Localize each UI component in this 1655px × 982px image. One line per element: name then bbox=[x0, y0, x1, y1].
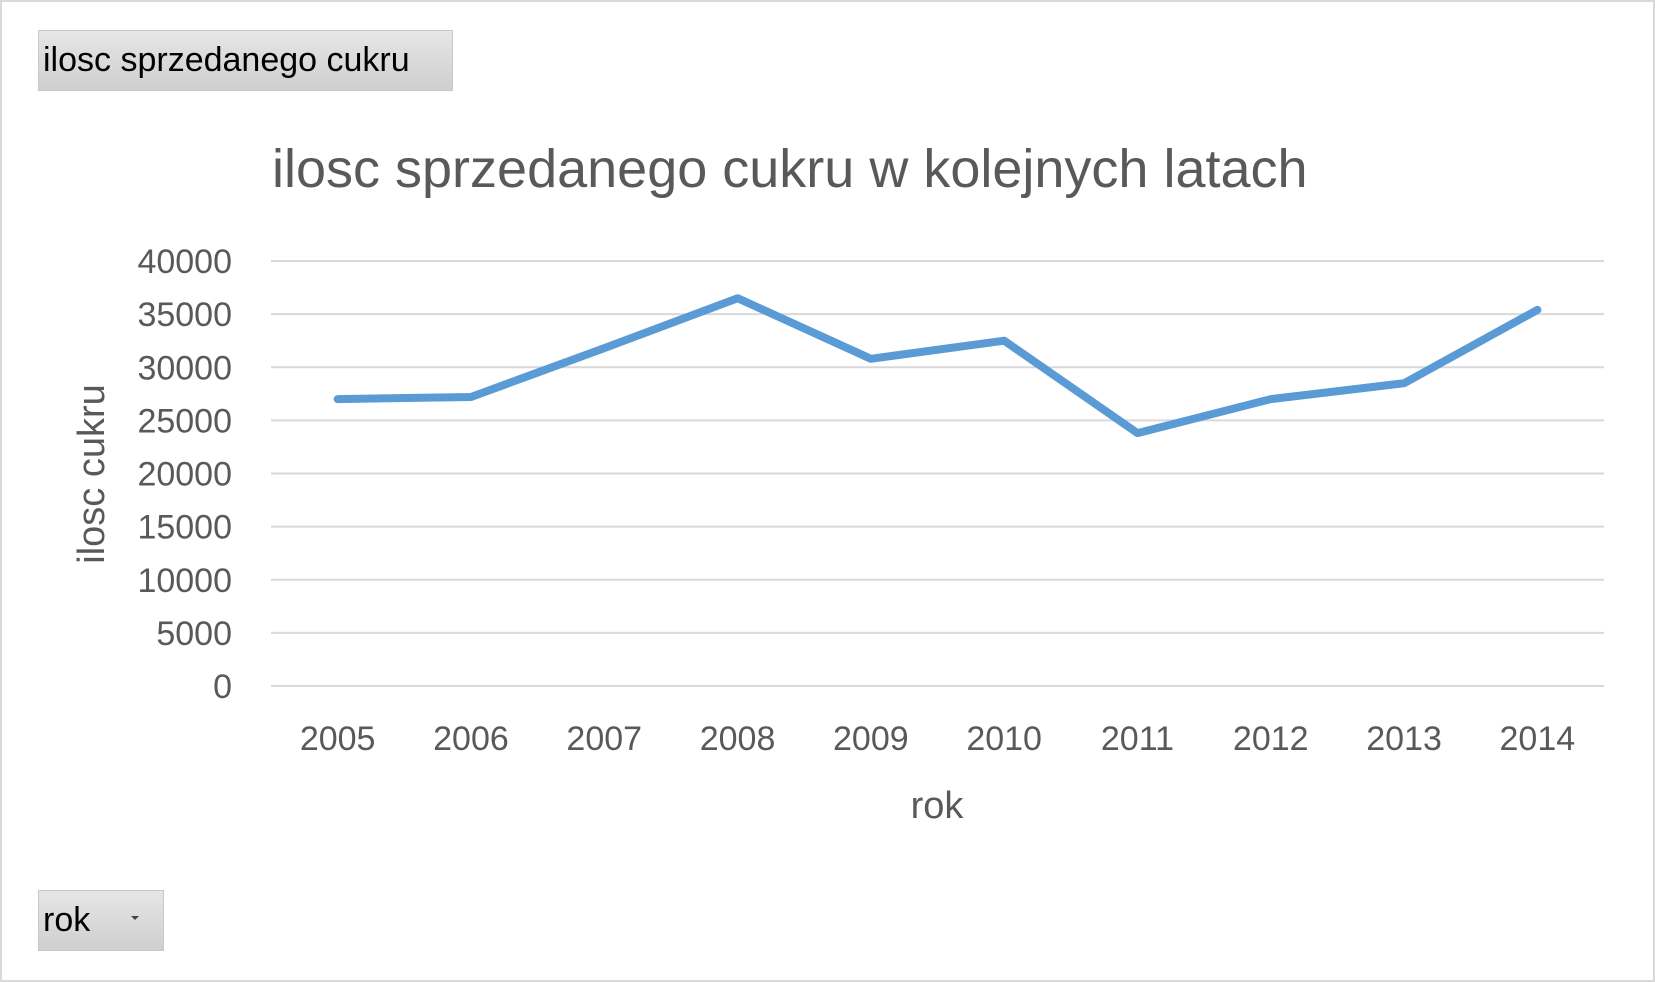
y-tick-label: 15000 bbox=[137, 509, 232, 547]
x-tick-label: 2014 bbox=[1500, 720, 1576, 758]
value-field-label: ilosc sprzedanego cukru bbox=[43, 41, 410, 79]
data-point bbox=[336, 398, 339, 401]
x-axis-title: rok bbox=[911, 785, 965, 827]
x-tick-labels: 2005 2006 2007 2008 2009 2010 2011 2012 2013 2014 bbox=[300, 720, 1575, 758]
series-line bbox=[333, 294, 1542, 438]
series-layer bbox=[333, 294, 1542, 438]
data-point bbox=[869, 357, 872, 360]
y-tick-label: 0 bbox=[213, 668, 232, 706]
y-tick-label: 40000 bbox=[137, 243, 232, 281]
y-tick-label: 5000 bbox=[156, 615, 232, 653]
x-tick-label: 2012 bbox=[1233, 720, 1309, 758]
chart-title: ilosc sprzedanego cukru w kolejnych lata… bbox=[272, 139, 1308, 199]
value-field-button[interactable]: ilosc sprzedanego cukru bbox=[38, 30, 453, 91]
x-tick-label: 2010 bbox=[966, 720, 1042, 758]
data-point bbox=[469, 396, 472, 398]
data-point bbox=[736, 297, 739, 300]
y-axis-title: ilosc cukru bbox=[71, 384, 113, 564]
data-point bbox=[1403, 382, 1406, 385]
data-point bbox=[1136, 432, 1139, 435]
x-tick-label: 2013 bbox=[1366, 720, 1442, 758]
y-tick-label: 10000 bbox=[137, 562, 232, 600]
axis-field-button[interactable]: rok bbox=[38, 890, 164, 951]
x-tick-label: 2006 bbox=[433, 720, 509, 758]
y-tick-label: 25000 bbox=[137, 402, 232, 440]
data-point bbox=[1269, 398, 1272, 401]
y-tick-label: 35000 bbox=[137, 296, 232, 334]
y-tick-label: 30000 bbox=[137, 349, 232, 387]
gridlines bbox=[271, 260, 1604, 687]
dropdown-arrow-icon[interactable] bbox=[131, 916, 139, 920]
x-tick-label: 2008 bbox=[700, 720, 776, 758]
x-tick-label: 2005 bbox=[300, 720, 376, 758]
axis-field-label: rok bbox=[43, 901, 91, 939]
y-tick-labels: 0 5000 10000 15000 20000 25000 30000 35000 40000 bbox=[137, 243, 232, 706]
x-tick-label: 2011 bbox=[1101, 720, 1174, 758]
x-tick-label: 2009 bbox=[833, 720, 909, 758]
data-point bbox=[1003, 339, 1006, 342]
y-tick-label: 20000 bbox=[137, 456, 232, 494]
data-point bbox=[1536, 308, 1539, 311]
x-tick-label: 2007 bbox=[566, 720, 642, 758]
data-point bbox=[603, 347, 606, 350]
